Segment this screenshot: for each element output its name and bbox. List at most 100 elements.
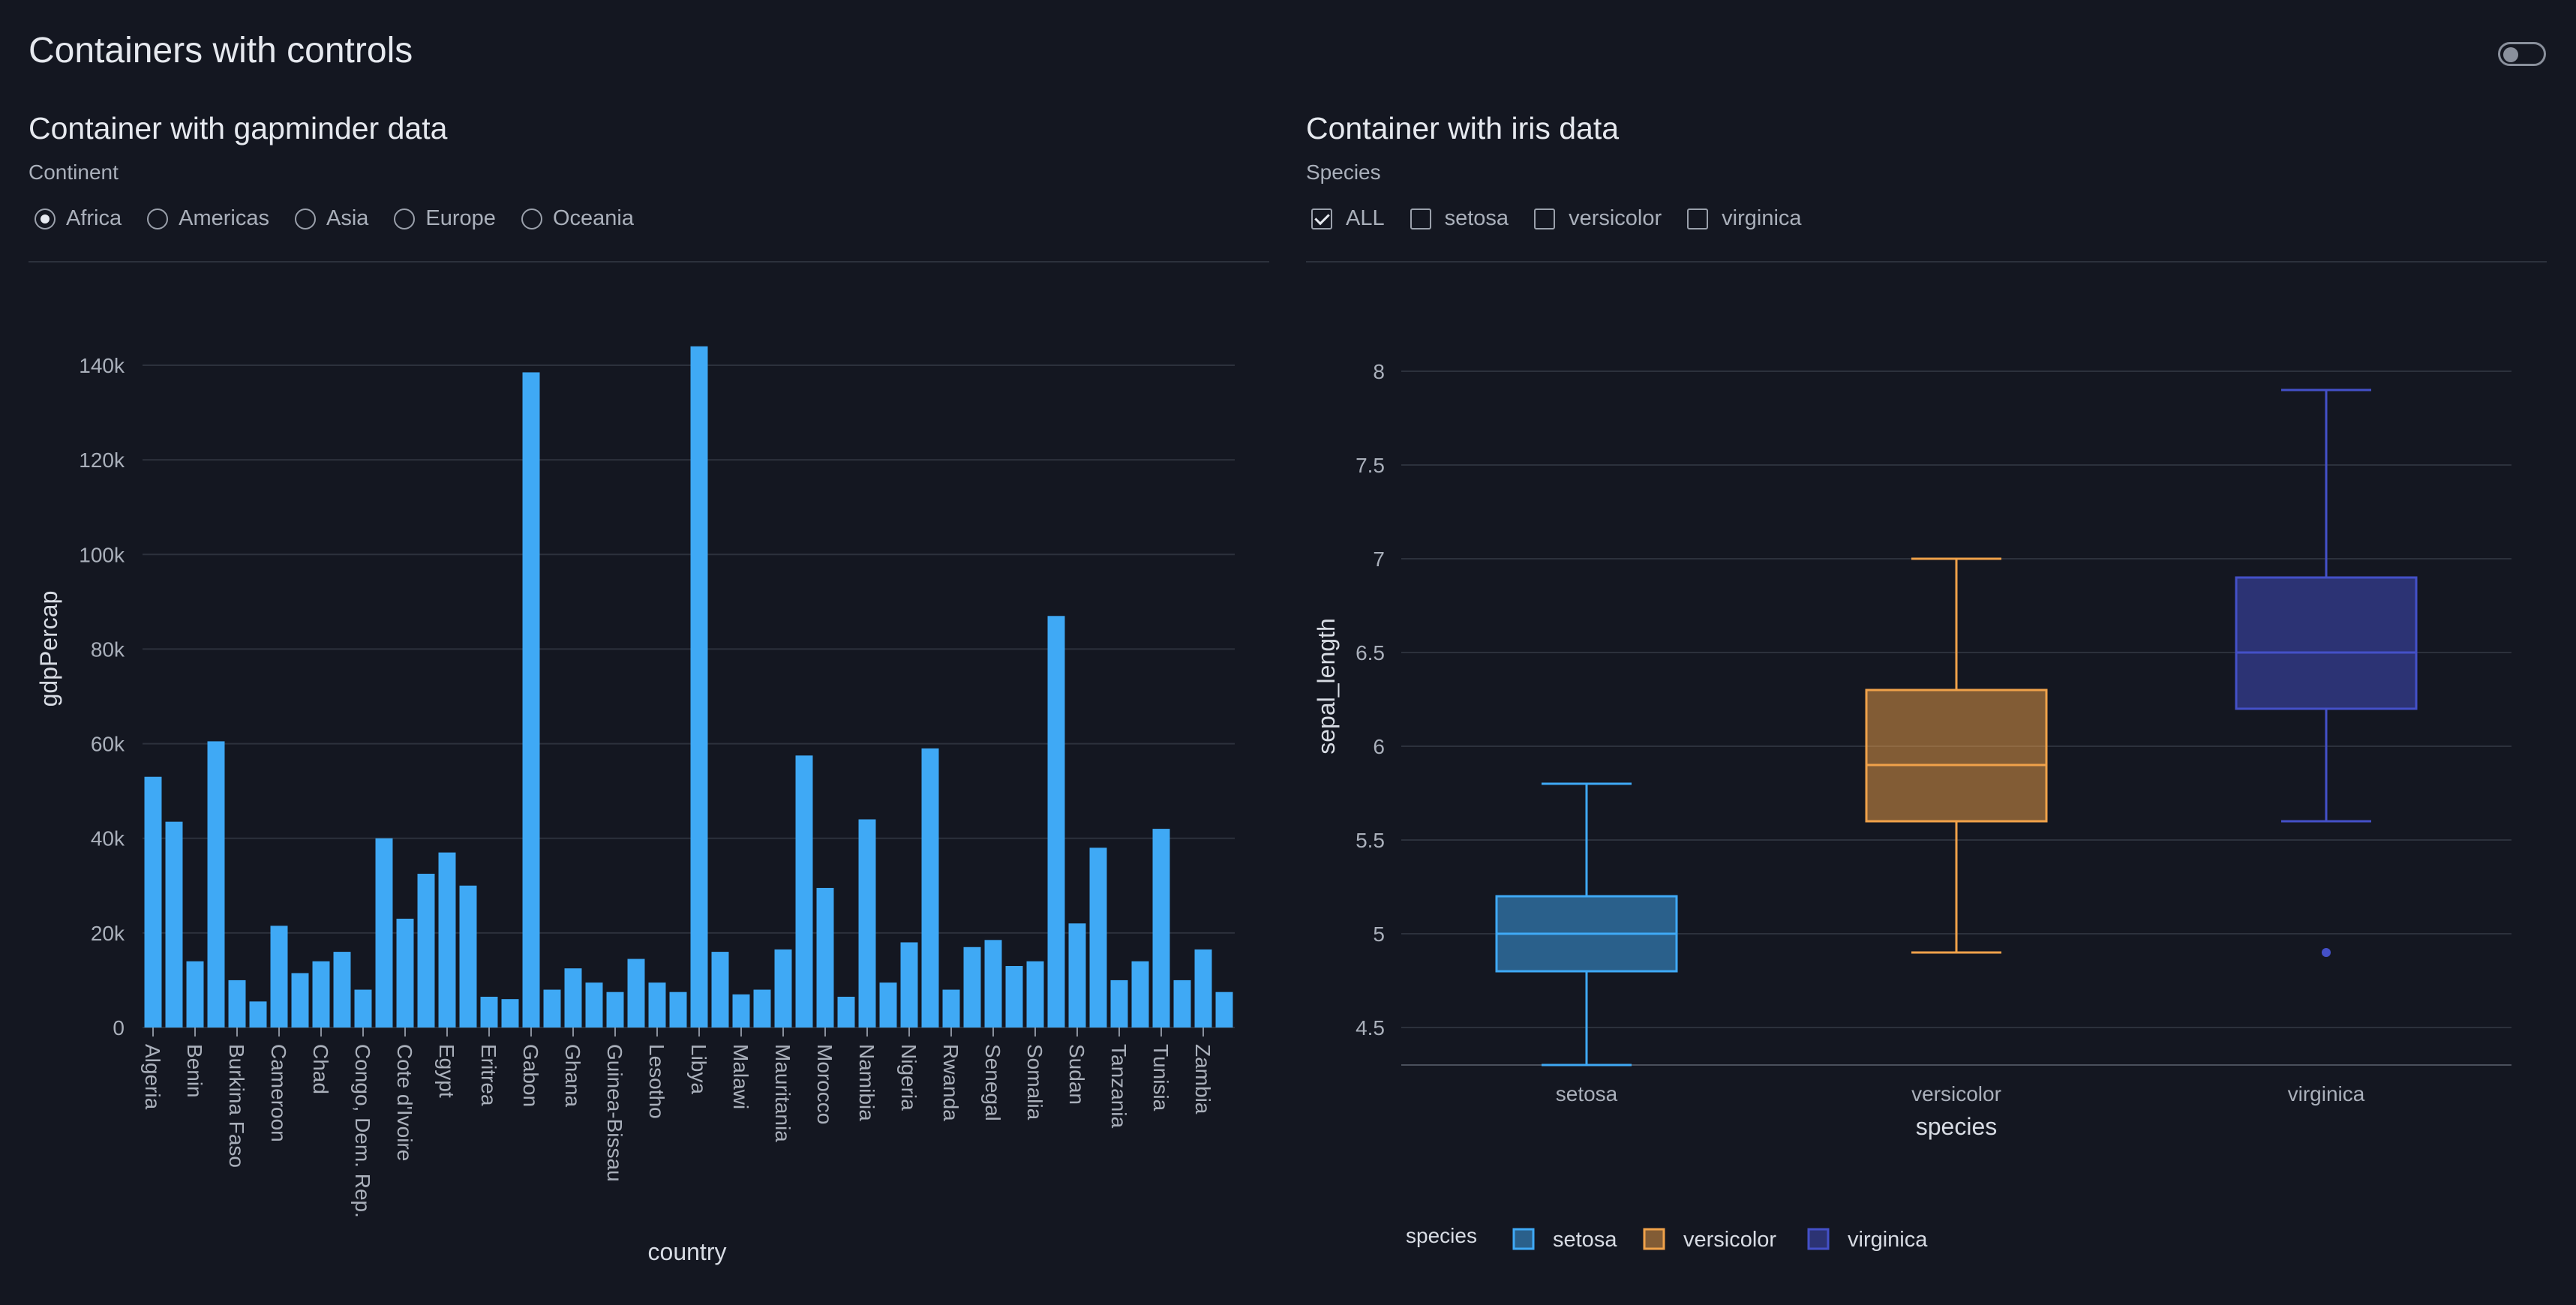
bar	[1068, 923, 1086, 1028]
y-tick-label: 8	[1373, 360, 1385, 383]
x-tick-label: Congo, Dem. Rep.	[351, 1044, 374, 1218]
checkbox-option-versicolor[interactable]: versicolor	[1534, 206, 1662, 231]
bar	[459, 885, 477, 1028]
gapminder-panel-title: Container with gapminder data	[29, 111, 448, 146]
checkbox-icon[interactable]	[1687, 208, 1709, 230]
y-tick-label: 60k	[91, 733, 125, 756]
bar	[1131, 961, 1149, 1028]
y-tick-label: 7	[1373, 548, 1385, 571]
bar	[711, 952, 729, 1028]
x-tick-label: Eritrea	[477, 1044, 500, 1106]
bar	[1194, 949, 1212, 1028]
bar	[354, 989, 372, 1028]
x-tick-label: Nigeria	[897, 1044, 920, 1111]
bar	[1110, 980, 1128, 1028]
bar	[669, 992, 687, 1028]
checkbox-option-all[interactable]: ALL	[1311, 206, 1385, 231]
bar	[207, 741, 225, 1028]
radio-label: Europe	[425, 206, 496, 230]
radio-label: Americas	[179, 206, 269, 230]
bar	[1152, 829, 1170, 1028]
radio-label: Africa	[66, 206, 122, 230]
x-tick-label: Tunisia	[1149, 1044, 1172, 1112]
bar	[543, 989, 561, 1028]
radio-selected-icon[interactable]	[35, 208, 56, 230]
checkbox-checked-icon[interactable]	[1311, 208, 1332, 230]
bar	[921, 748, 939, 1028]
bar	[627, 958, 645, 1028]
radio-option-americas[interactable]: Americas	[147, 206, 269, 231]
species-checklist: ALL setosa versicolor virginica	[1311, 206, 1827, 231]
y-tick-label: 80k	[91, 638, 125, 661]
iris-box-chart: 4.5 5 5.5 6 6.5 7 7.5 8 setosa versicolor virginic…	[1313, 360, 2511, 1252]
species-label: Species	[1306, 160, 1381, 184]
bar	[291, 973, 309, 1028]
bar	[438, 852, 456, 1028]
radio-option-africa[interactable]: Africa	[35, 206, 122, 231]
radio-icon[interactable]	[521, 208, 542, 230]
legend-label: versicolor	[1683, 1228, 1776, 1252]
bar	[963, 946, 981, 1028]
y-axis-title: sepal_length	[1313, 618, 1340, 754]
bar	[837, 997, 855, 1028]
checkbox-label: virginica	[1722, 206, 1802, 230]
bar	[1173, 980, 1191, 1028]
bar	[186, 961, 204, 1028]
bar	[984, 940, 1002, 1028]
checkbox-option-setosa[interactable]: setosa	[1410, 206, 1509, 231]
x-tick-label: Lesotho	[645, 1044, 668, 1119]
bar	[1089, 848, 1107, 1028]
x-tick-label: Zambia	[1191, 1044, 1214, 1114]
x-tick-label: Somalia	[1023, 1044, 1046, 1120]
x-tick-label: Gabon	[519, 1044, 542, 1107]
radio-option-asia[interactable]: Asia	[295, 206, 368, 231]
y-tick-label: 5.5	[1356, 829, 1385, 852]
bar	[942, 989, 960, 1028]
bar	[858, 819, 876, 1028]
continent-radio-group: Africa Americas Asia Europe Oceania	[35, 206, 659, 231]
x-tick-label: versicolor	[1911, 1082, 2001, 1106]
x-tick-label: Cote d'Ivoire	[393, 1044, 416, 1161]
y-tick-label: 120k	[79, 448, 125, 472]
y-tick-label: 7.5	[1356, 454, 1385, 477]
continent-label: Continent	[29, 160, 119, 184]
bar	[606, 992, 624, 1028]
bar	[690, 346, 708, 1028]
y-tick-label: 0	[113, 1016, 125, 1040]
bar	[900, 942, 918, 1028]
bar	[879, 982, 897, 1028]
legend-swatch-setosa	[1512, 1228, 1535, 1250]
radio-option-oceania[interactable]: Oceania	[521, 206, 634, 231]
checkbox-option-virginica[interactable]: virginica	[1687, 206, 1802, 231]
y-axis-title: gdpPercap	[35, 591, 62, 707]
bar	[1047, 616, 1065, 1028]
checkbox-icon[interactable]	[1410, 208, 1431, 230]
x-tick-label: Malawi	[729, 1044, 752, 1109]
bar	[1005, 966, 1023, 1028]
radio-icon[interactable]	[394, 208, 416, 230]
x-tick-label: Senegal	[981, 1044, 1004, 1121]
bar	[375, 838, 393, 1028]
x-tick-label: Chad	[309, 1044, 332, 1094]
x-tick-label: Mauritania	[771, 1044, 794, 1142]
bar	[249, 1001, 267, 1028]
checkbox-label: ALL	[1346, 206, 1385, 230]
bar	[732, 994, 750, 1028]
bar	[564, 968, 582, 1028]
checkbox-label: versicolor	[1569, 206, 1662, 230]
bar	[165, 821, 183, 1028]
x-tick-label: Ghana	[561, 1044, 584, 1107]
radio-icon[interactable]	[295, 208, 316, 230]
checkbox-icon[interactable]	[1534, 208, 1556, 230]
theme-toggle[interactable]	[2498, 42, 2546, 66]
x-tick-label: Libya	[687, 1044, 710, 1094]
bar	[501, 999, 519, 1028]
y-tick-label: 40k	[91, 827, 125, 850]
x-tick-label: Guinea-Bissau	[603, 1044, 626, 1182]
gapminder-divider	[29, 261, 1269, 262]
radio-option-europe[interactable]: Europe	[394, 206, 496, 231]
bar	[312, 961, 330, 1028]
y-tick-label: 6.5	[1356, 641, 1385, 664]
radio-icon[interactable]	[147, 208, 169, 230]
x-tick-label: setosa	[1556, 1082, 1618, 1106]
